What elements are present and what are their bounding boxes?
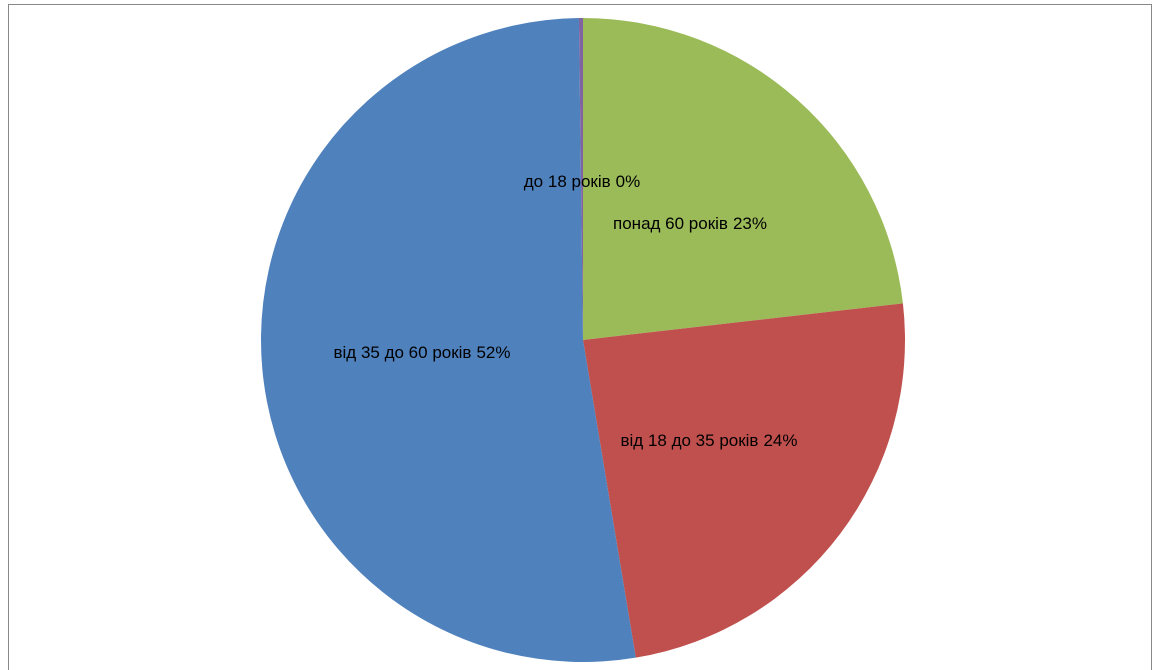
slices: [261, 18, 905, 663]
category-label: від 35 до 60 років: [334, 343, 472, 362]
pie-slice: [261, 18, 636, 663]
pie-slice: [578, 18, 583, 340]
data-label: до 18 років 0%: [524, 172, 640, 191]
value-label: 23%: [733, 214, 767, 233]
data-label: понад 60 років 23%: [613, 214, 767, 233]
value-label: 0%: [616, 172, 641, 191]
pie-slice: [583, 18, 903, 340]
labels: понад 60 років 23%від 18 до 35 років 24%ві…: [334, 172, 798, 450]
category-label: до 18 років: [524, 172, 611, 191]
data-label: від 18 до 35 років 24%: [621, 431, 798, 450]
data-label: від 35 до 60 років 52%: [334, 343, 511, 362]
category-label: від 18 до 35 років: [621, 431, 759, 450]
value-label: 24%: [763, 431, 797, 450]
pie-slice: [583, 303, 905, 658]
category-label: понад 60 років: [613, 214, 728, 233]
value-label: 52%: [476, 343, 510, 362]
